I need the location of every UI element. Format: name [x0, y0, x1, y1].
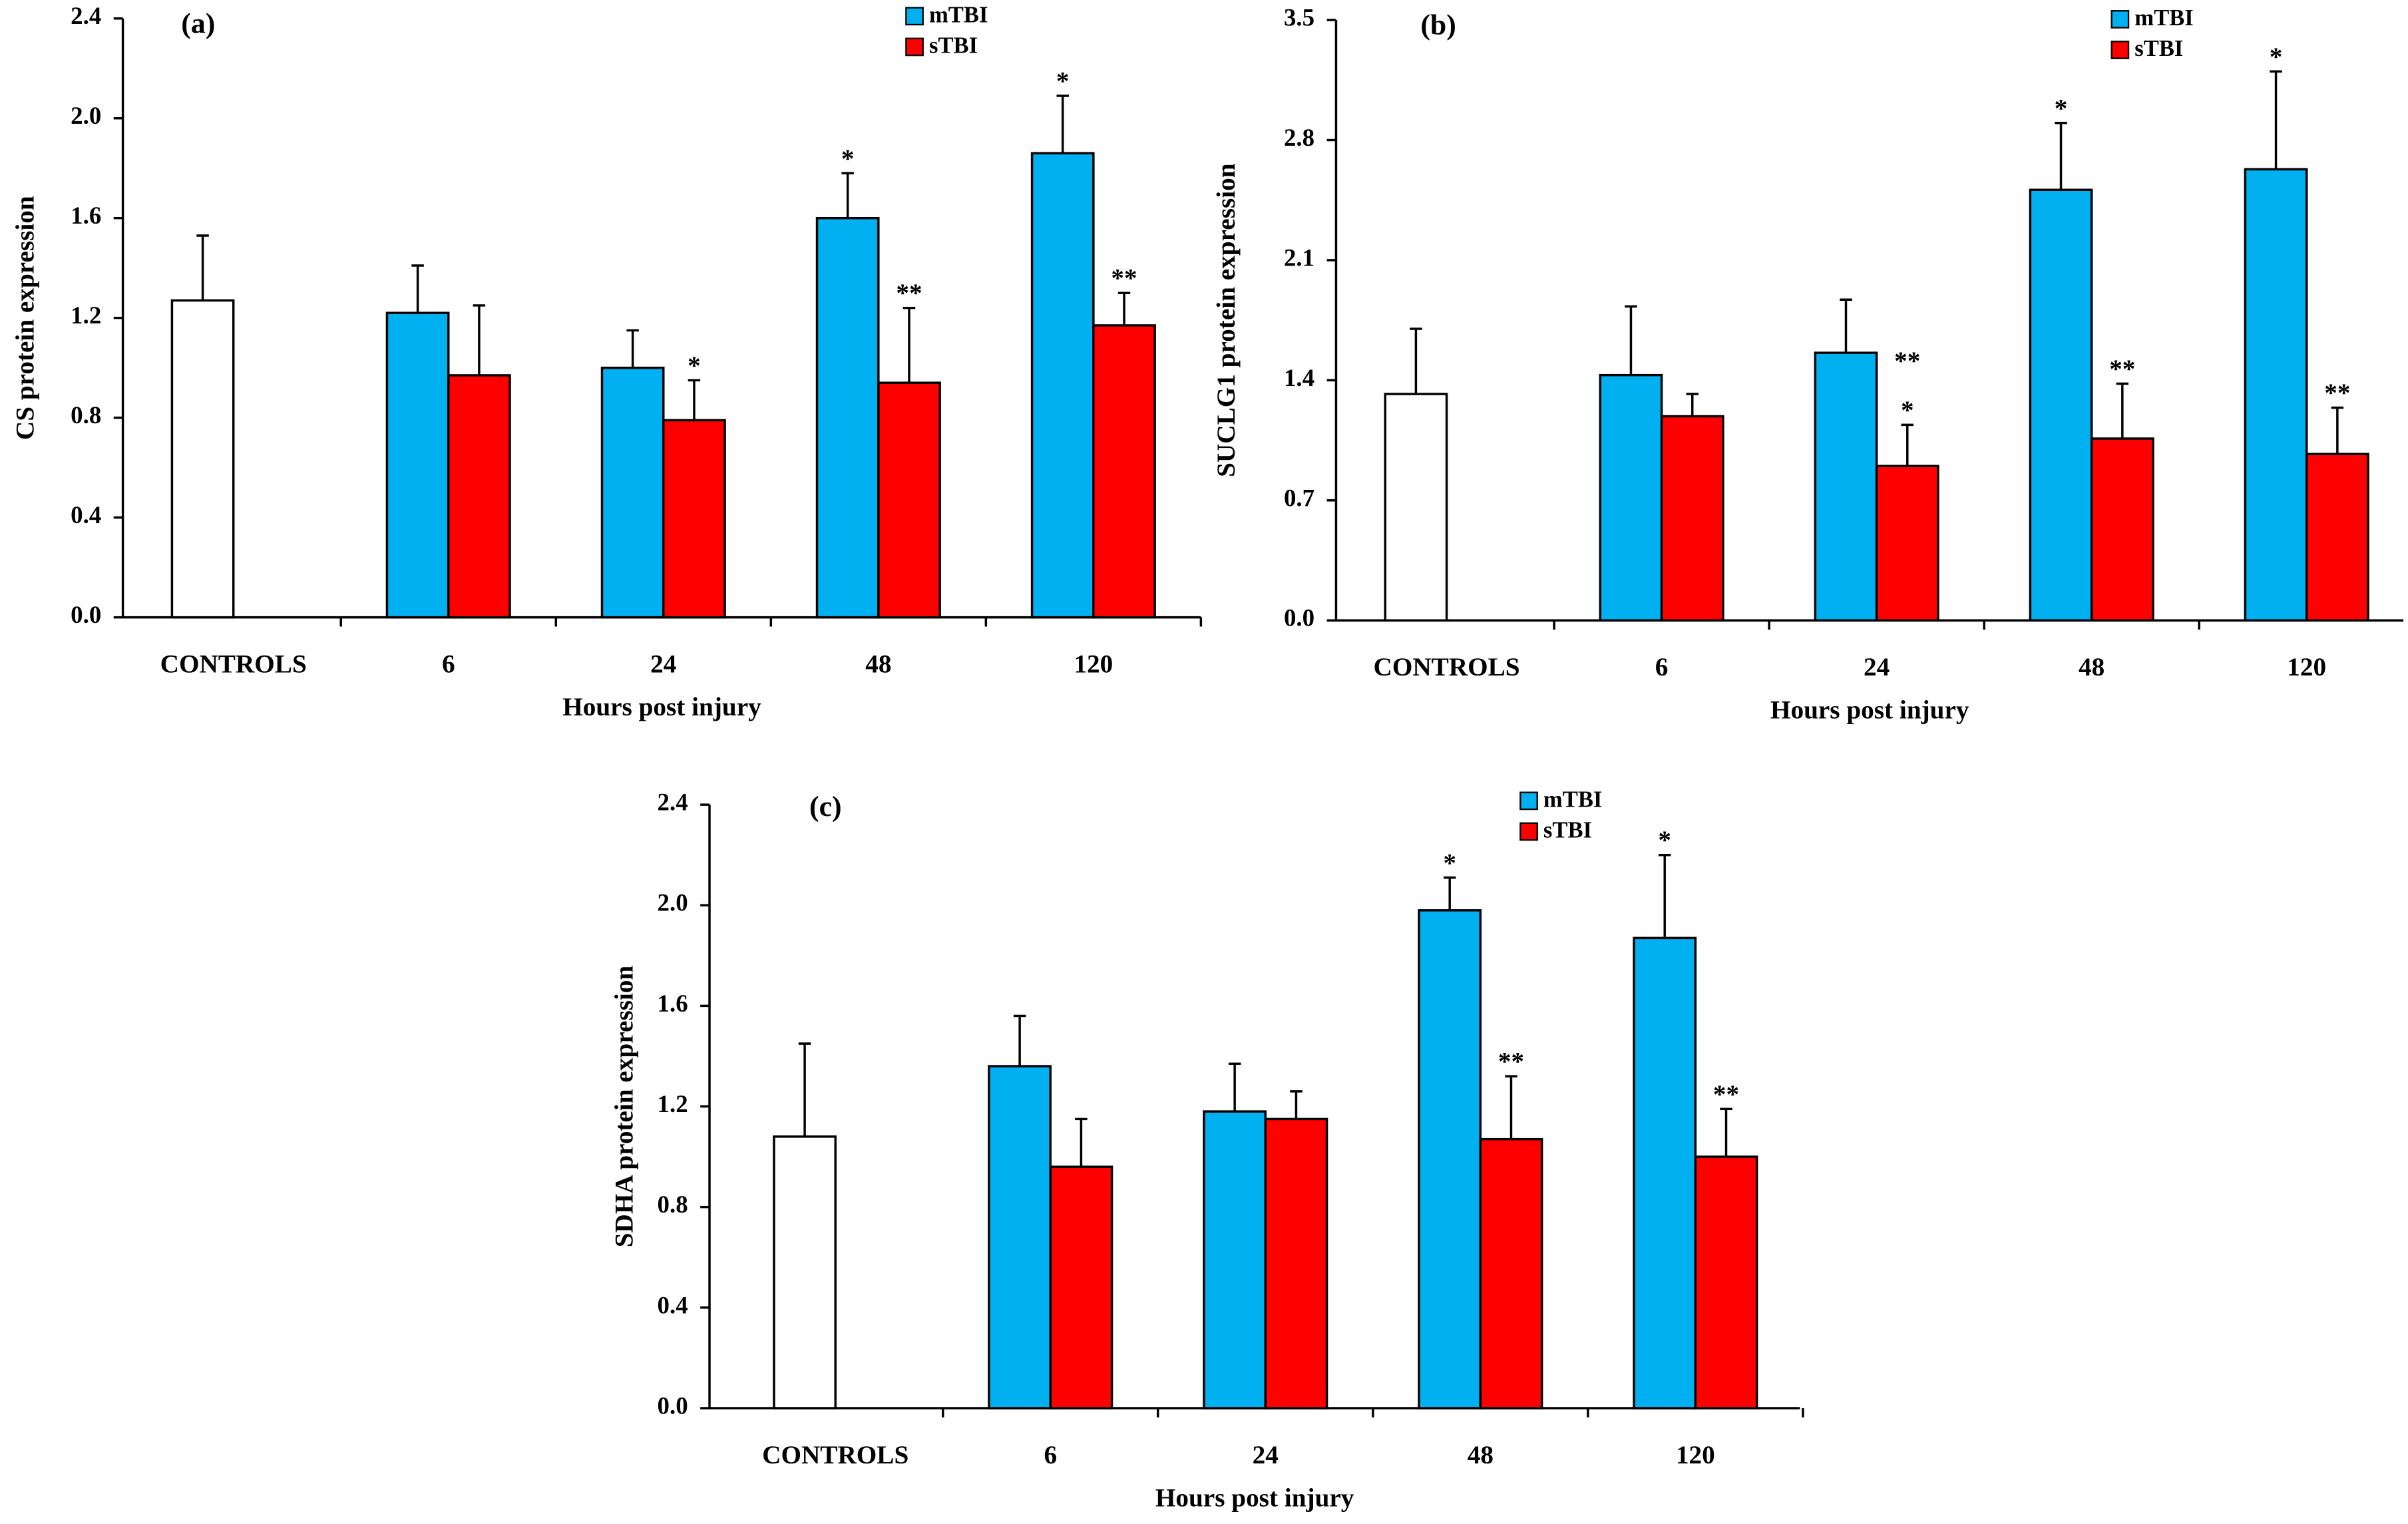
x-tick-label: 6: [1655, 653, 1669, 681]
x-tick-label: CONTROLS: [160, 650, 307, 678]
x-tick-label: 24: [1864, 653, 1890, 681]
y-tick-label: 0.0: [71, 601, 101, 628]
legend-label: mTBI: [1543, 787, 1602, 812]
panel-label: (b): [1420, 9, 1456, 41]
significance-mark: *: [841, 144, 855, 173]
y-tick-label: 2.0: [658, 889, 688, 916]
bar: [1030, 152, 1095, 619]
bar: [1049, 1165, 1113, 1410]
y-tick-label: 1.2: [71, 301, 101, 329]
x-tick-label: 6: [1044, 1441, 1057, 1469]
y-axis-label: CS protein expression: [11, 196, 40, 440]
bar: [1633, 936, 1697, 1410]
legend-label: sTBI: [929, 33, 978, 59]
y-tick-label: 2.8: [1284, 124, 1314, 151]
bar: [600, 366, 665, 619]
y-tick-label: 1.6: [658, 990, 688, 1017]
significance-mark: **: [1498, 1048, 1524, 1076]
x-tick-label: CONTROLS: [1374, 653, 1520, 681]
x-tick-label: 120: [2287, 653, 2326, 681]
y-tick-label: 1.4: [1284, 364, 1314, 391]
y-tick-label: 0.8: [658, 1191, 688, 1218]
bar: [2029, 188, 2093, 622]
legend-label: mTBI: [2134, 5, 2193, 31]
y-tick-label: 2.0: [71, 102, 101, 129]
x-tick-label: CONTROLS: [762, 1441, 908, 1469]
significance-mark: **: [896, 279, 922, 307]
significance-mark: **: [2109, 355, 2135, 383]
bar: [815, 216, 880, 619]
x-tick-label: 48: [2079, 653, 2105, 681]
y-tick-label: 0.0: [1284, 604, 1314, 632]
significance-mark: *: [1901, 396, 1914, 425]
bar: [1264, 1117, 1328, 1410]
bar: [988, 1065, 1052, 1410]
bar: [447, 374, 511, 619]
y-tick-label: 0.4: [658, 1291, 688, 1318]
panel-label: (a): [181, 7, 215, 39]
y-tick-label: 0.8: [71, 401, 101, 429]
bar: [1875, 465, 1939, 622]
legend-label: mTBI: [929, 2, 988, 27]
significance-mark: *: [1056, 67, 1070, 96]
panel-label: (c): [809, 791, 842, 823]
legend-swatch: [1519, 822, 1538, 841]
x-tick-label: 48: [865, 650, 891, 678]
y-tick-label: 2.4: [658, 789, 688, 816]
bar: [1092, 324, 1156, 619]
legend-swatch: [1519, 791, 1538, 811]
bar: [2244, 168, 2308, 622]
legend-label: sTBI: [1543, 818, 1592, 843]
legend-swatch: [905, 7, 924, 26]
significance-mark: **: [2324, 379, 2350, 407]
y-tick-label: 1.6: [71, 202, 101, 229]
y-tick-label: 2.1: [1284, 244, 1314, 271]
x-axis-label: Hours post injury: [1770, 696, 1969, 725]
y-tick-label: 0.4: [71, 501, 101, 528]
x-axis-label: Hours post injury: [562, 693, 761, 721]
bar: [385, 311, 450, 619]
bar: [1418, 909, 1482, 1410]
legend-swatch: [2110, 10, 2130, 29]
bar: [1694, 1155, 1758, 1410]
legend-swatch: [2110, 41, 2130, 59]
significance-mark: *: [2055, 94, 2068, 122]
y-axis-label: SDHA protein expression: [610, 966, 638, 1248]
significance-mark: *: [688, 351, 701, 380]
bar: [877, 381, 941, 619]
y-tick-label: 0.0: [658, 1392, 688, 1419]
bar: [1814, 351, 1878, 622]
bar: [1203, 1110, 1267, 1410]
significance-mark: *: [2270, 43, 2283, 71]
y-tick-label: 3.5: [1284, 4, 1314, 31]
legend-label: sTBI: [2134, 36, 2183, 61]
x-tick-label: 48: [1468, 1441, 1494, 1469]
significance-mark: **: [1111, 264, 1137, 293]
y-tick-label: 0.7: [1284, 484, 1314, 511]
bar: [1479, 1137, 1543, 1410]
x-tick-label: 24: [1253, 1441, 1279, 1469]
bar: [2090, 437, 2154, 622]
control-bar: [170, 299, 235, 619]
y-tick-label: 1.2: [658, 1090, 688, 1117]
significance-mark: *: [1443, 849, 1456, 877]
x-tick-label: 120: [1676, 1441, 1715, 1469]
x-tick-label: 24: [650, 650, 676, 678]
significance-mark: **: [1894, 347, 1920, 375]
bar: [662, 419, 726, 619]
x-axis-label: Hours post injury: [1155, 1483, 1354, 1512]
significance-mark: *: [1658, 826, 1671, 855]
y-axis-label: SUCLG1 protein expression: [1212, 163, 1241, 477]
control-bar: [773, 1135, 837, 1410]
x-tick-label: 6: [442, 650, 455, 678]
y-tick-label: 2.4: [71, 2, 101, 29]
bar: [1660, 415, 1724, 622]
x-tick-label: 120: [1074, 650, 1113, 678]
bar: [2305, 453, 2369, 622]
bar: [1599, 373, 1663, 622]
control-bar: [1384, 393, 1448, 622]
significance-mark: **: [1713, 1080, 1739, 1109]
legend-swatch: [905, 37, 924, 57]
